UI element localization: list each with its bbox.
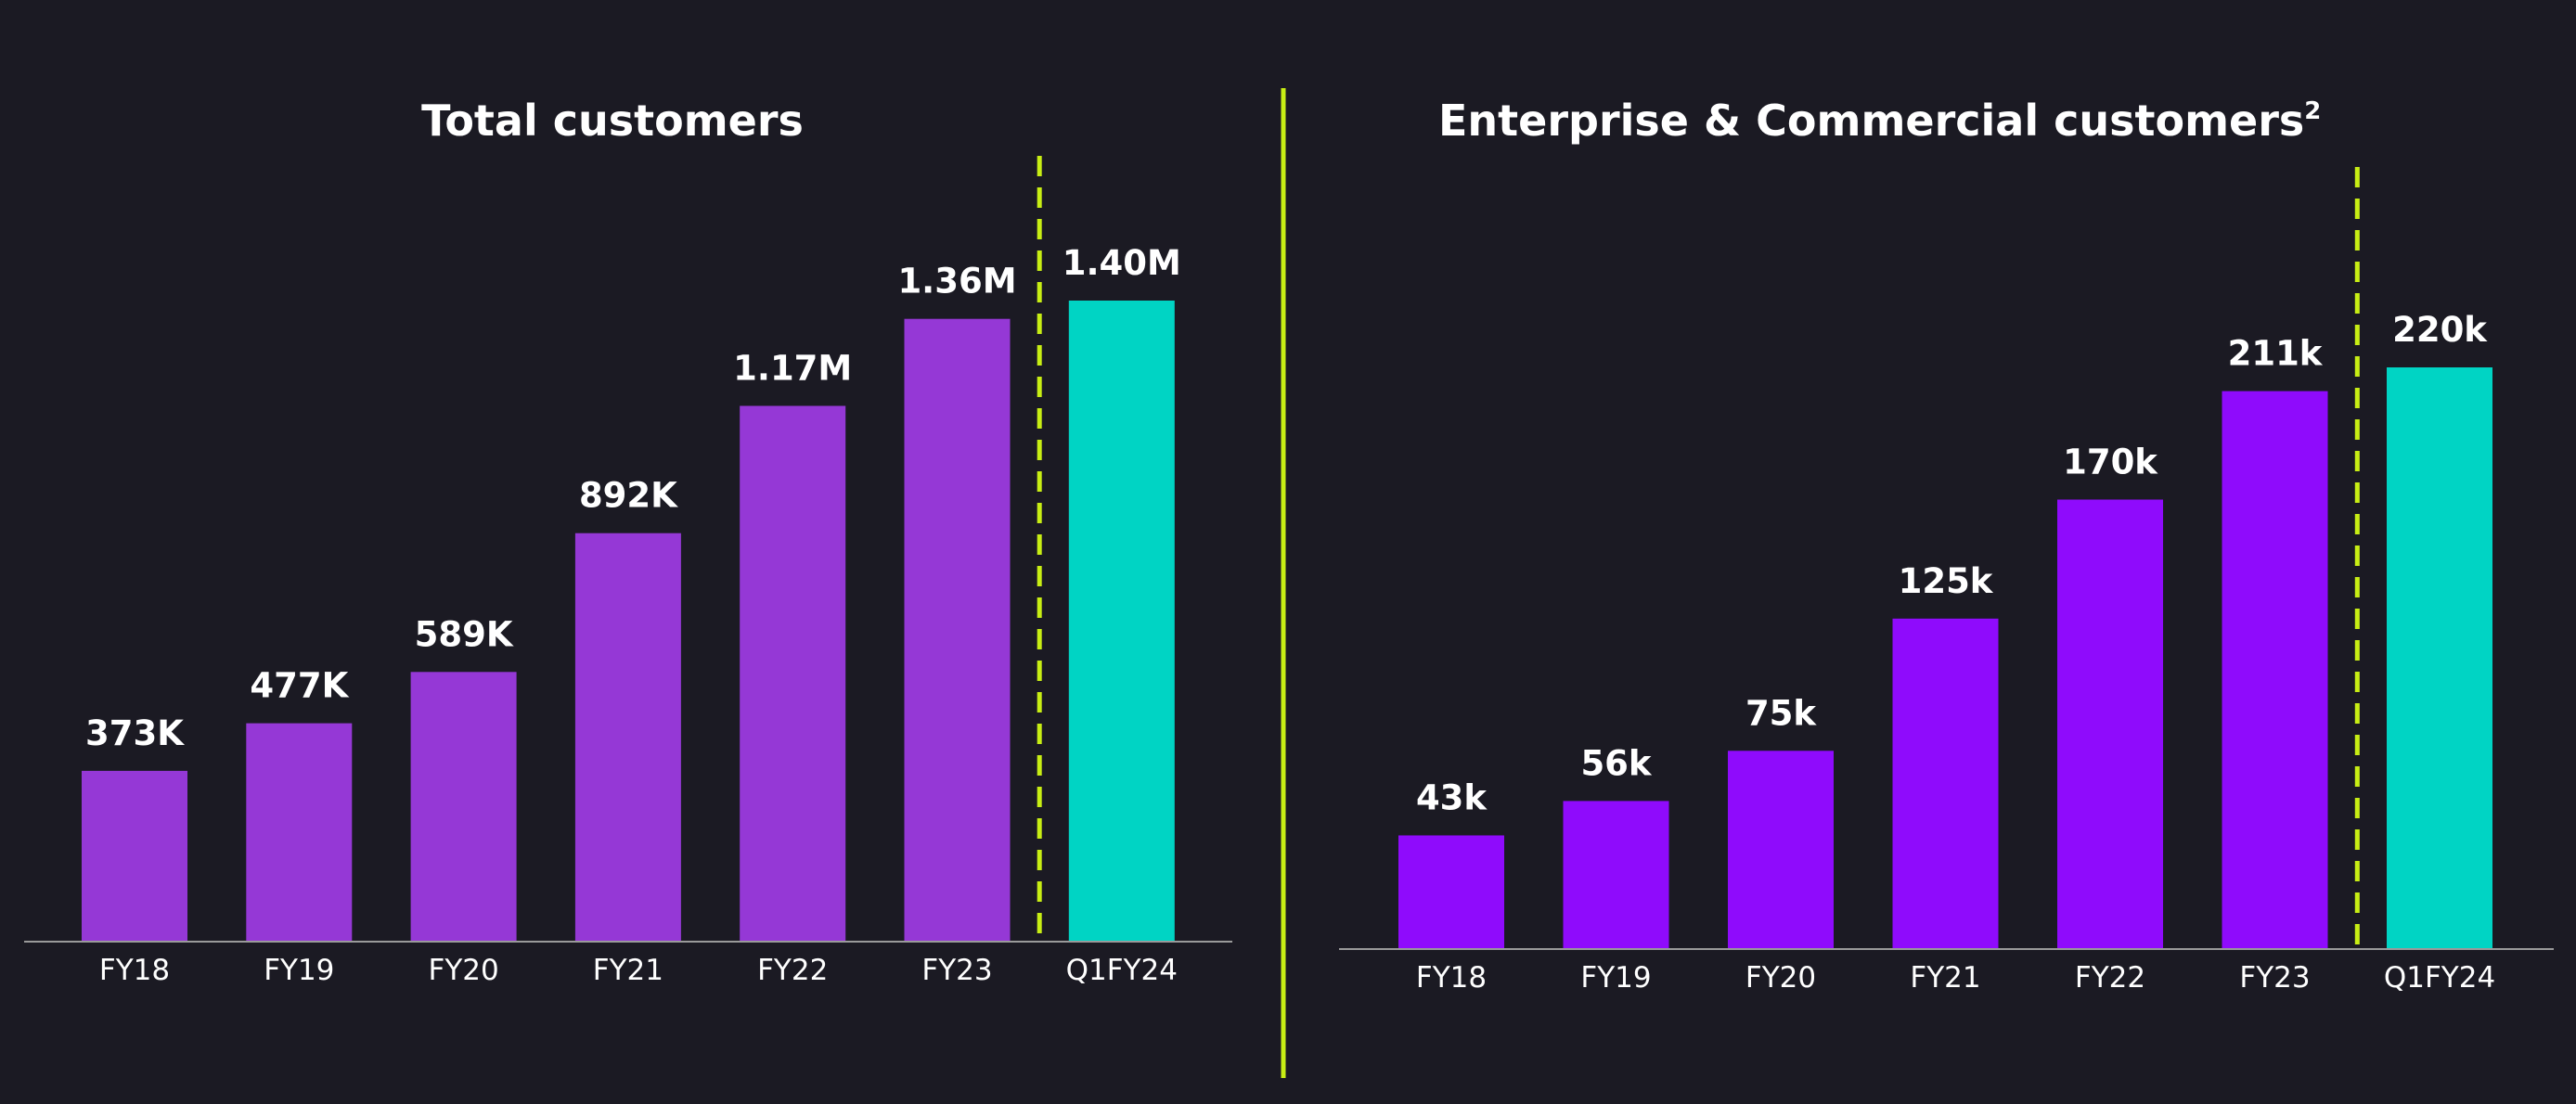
data-label: 170k — [2063, 443, 2158, 482]
tick-label: FY19 — [264, 954, 334, 987]
tick-label: Q1FY24 — [1066, 954, 1178, 987]
data-label: 373K — [85, 713, 185, 753]
bar-fy18 — [1398, 835, 1504, 949]
bar-fy20 — [1728, 751, 1834, 950]
data-label: 43k — [1416, 778, 1488, 818]
enterprise-commercial-chart: Enterprise & Commercial customers2 43k FY… — [1339, 96, 2554, 995]
data-label: 1.36M — [897, 262, 1016, 302]
bar-q1fy24 — [2387, 367, 2492, 949]
bar-fy23 — [904, 318, 1011, 942]
bar-fy20 — [410, 672, 517, 942]
data-label: 892K — [579, 476, 678, 516]
bar-fy21 — [574, 533, 681, 942]
total-customers-chart: Total customers 373K FY18 477K FY19 589K FY20… — [24, 96, 1232, 987]
chart-title-superscript: 2 — [2304, 97, 2321, 125]
chart-title-text: Enterprise & Commercial customers — [1438, 96, 2304, 146]
bar-fy23 — [2222, 391, 2328, 950]
data-label: 1.40M — [1063, 243, 1181, 283]
bar-fy21 — [1892, 618, 1999, 950]
tick-label: FY18 — [99, 954, 170, 987]
bar-fy18 — [82, 770, 187, 942]
bar-fy19 — [246, 723, 353, 942]
bar-q1fy24 — [1068, 301, 1175, 942]
bar-fy22 — [740, 405, 846, 942]
bar-fy19 — [1563, 801, 1669, 949]
tick-label: Q1FY24 — [2384, 961, 2495, 995]
tick-label: FY22 — [2075, 961, 2145, 995]
data-label: 75k — [1745, 693, 1817, 733]
data-label: 220k — [2392, 310, 2488, 350]
tick-label: FY23 — [921, 954, 992, 987]
tick-label: FY23 — [2239, 961, 2310, 995]
chart-title: Total customers — [421, 96, 804, 146]
data-label: 211k — [2228, 334, 2324, 374]
chart-title: Enterprise & Commercial customers2 — [1438, 96, 2321, 146]
tick-label: FY21 — [593, 954, 663, 987]
bar-fy22 — [2057, 499, 2163, 949]
tick-label: FY19 — [1580, 961, 1651, 995]
data-label: 1.17M — [733, 349, 852, 389]
data-label: 56k — [1580, 743, 1652, 783]
tick-label: FY20 — [428, 954, 498, 987]
data-label: 477K — [250, 666, 349, 706]
data-label: 589K — [415, 614, 514, 654]
tick-label: FY20 — [1745, 961, 1816, 995]
data-label: 125k — [1899, 561, 1994, 601]
tick-label: FY21 — [1910, 961, 1980, 995]
tick-label: FY18 — [1416, 961, 1487, 995]
tick-label: FY22 — [757, 954, 828, 987]
